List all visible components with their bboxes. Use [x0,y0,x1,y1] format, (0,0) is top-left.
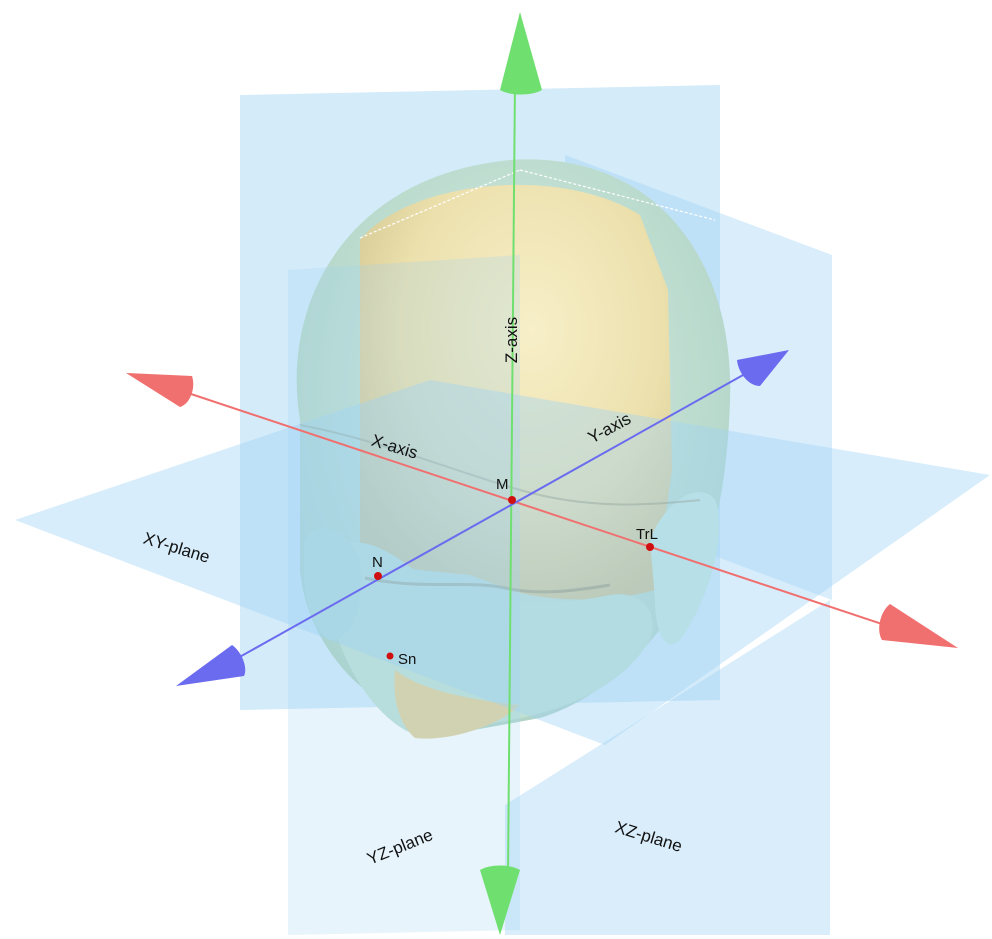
landmark-n-label: N [372,554,383,571]
yz-plane-front [288,255,520,935]
landmark-sn-label: Sn [398,651,416,668]
cranial-suture [299,424,701,506]
landmark-trl-point [646,543,654,551]
z-axis [480,12,542,935]
y-axis [176,350,789,686]
left-ear [650,492,720,645]
x-axis [126,373,958,648]
x-arrow-left [126,373,194,407]
brow-ridge [364,576,611,594]
xz-plane-front [505,600,830,935]
landmark-n-point [374,572,382,580]
head-model [296,159,731,739]
x-arrow-right [879,604,958,648]
head-top-line-2 [519,169,716,221]
landmark-m-point [508,496,516,504]
y-arrow-down [176,645,246,686]
head-top-line-1 [359,169,521,239]
z-arrow-down [480,865,520,935]
landmark-trl-label: TrL [636,526,658,543]
chin [394,670,520,739]
y-arrow-up [737,350,789,386]
landmark-sn-point [386,652,394,660]
xy-plane [15,380,990,745]
face-region [360,184,672,600]
landmarks [374,496,654,660]
z-axis-label: Z-axis [502,317,521,363]
landmark-m-label: M [496,476,509,493]
z-arrow-up [500,12,542,95]
